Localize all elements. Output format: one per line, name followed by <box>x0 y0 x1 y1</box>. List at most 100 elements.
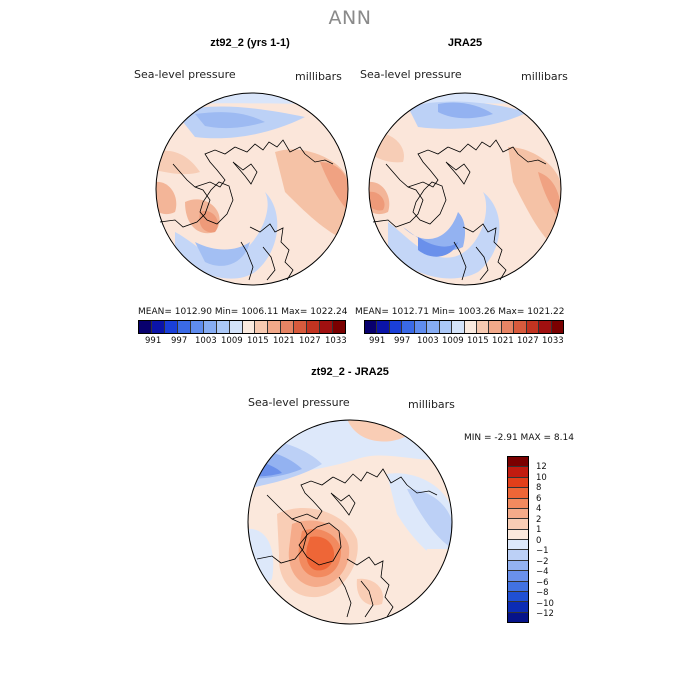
colorbar-swatch <box>229 321 243 333</box>
colorbar-swatch <box>242 321 256 333</box>
colorbar-swatch <box>508 529 528 540</box>
colorbar-swatch <box>508 488 528 499</box>
colorbar-tick: −4 <box>536 567 549 577</box>
colorbar-tick: 0 <box>536 536 542 546</box>
panel-2-colorbar-ticks: 991 997 1003 1009 1015 1021 1027 1033 <box>364 336 564 348</box>
colorbar-swatch <box>514 321 527 333</box>
colorbar-swatch <box>508 457 528 468</box>
colorbar-tick: 1003 <box>417 336 439 346</box>
colorbar-swatch <box>508 508 528 520</box>
colorbar-swatch <box>508 581 528 592</box>
colorbar-tick: 1015 <box>247 336 269 346</box>
panel-1-title: zt92_2 (yrs 1-1) <box>210 37 290 49</box>
colorbar-tick: 1027 <box>517 336 539 346</box>
panel-1-units-label: millibars <box>295 70 342 83</box>
colorbar-swatch <box>539 321 552 333</box>
colorbar-tick: −6 <box>536 578 549 588</box>
panel-1-field-label: Sea-level pressure <box>134 68 236 81</box>
panel-1-colorbar-ticks: 991 997 1003 1009 1015 1021 1027 1033 <box>138 336 347 348</box>
colorbar-tick: 1 <box>536 525 542 535</box>
colorbar-swatch <box>427 321 440 333</box>
panel-3-field-label: Sea-level pressure <box>248 396 350 409</box>
colorbar-swatch <box>476 321 490 333</box>
colorbar-tick: −12 <box>536 609 554 619</box>
colorbar-tick: 1015 <box>467 336 489 346</box>
colorbar-swatch <box>377 321 390 333</box>
colorbar-swatch <box>320 321 334 333</box>
colorbar-tick: 1027 <box>299 336 321 346</box>
panel-2-title: JRA25 <box>447 37 483 49</box>
colorbar-tick: 12 <box>536 462 547 472</box>
colorbar-swatch <box>452 321 465 333</box>
colorbar-tick: 1009 <box>221 336 243 346</box>
colorbar-tick: 8 <box>536 483 542 493</box>
colorbar-swatch <box>508 540 528 551</box>
colorbar-swatch <box>177 321 191 333</box>
colorbar-swatch <box>508 519 528 530</box>
colorbar-swatch <box>501 321 515 333</box>
colorbar-swatch <box>489 321 502 333</box>
colorbar-swatch <box>389 321 403 333</box>
colorbar-tick: −10 <box>536 599 554 609</box>
colorbar-tick: −8 <box>536 588 549 598</box>
colorbar-swatch <box>508 477 528 489</box>
colorbar-swatch <box>508 602 528 613</box>
colorbar-swatch <box>203 321 217 333</box>
colorbar-swatch <box>281 321 295 333</box>
colorbar-swatch <box>268 321 282 333</box>
colorbar-swatch <box>190 321 204 333</box>
colorbar-tick: 997 <box>171 336 188 346</box>
colorbar-swatch <box>294 321 308 333</box>
colorbar-swatch <box>508 498 528 509</box>
colorbar-swatch <box>508 591 528 603</box>
colorbar-swatch <box>526 321 540 333</box>
colorbar-swatch <box>508 612 528 622</box>
panel-2-field-label: Sea-level pressure <box>360 68 462 81</box>
panel-1-polar-map <box>155 92 349 286</box>
colorbar-tick: 991 <box>369 336 386 346</box>
panel-3-colorbar <box>507 456 529 623</box>
colorbar-tick: 6 <box>536 494 542 504</box>
colorbar-tick: 1033 <box>542 336 564 346</box>
colorbar-tick: 991 <box>145 336 162 346</box>
panel-3-title: zt92_2 - JRA25 <box>311 366 389 378</box>
colorbar-swatch <box>307 321 321 333</box>
colorbar-tick: −2 <box>536 557 549 567</box>
colorbar-swatch <box>439 321 453 333</box>
colorbar-swatch <box>508 467 528 478</box>
panel-2-colorbar <box>364 320 564 334</box>
colorbar-swatch <box>414 321 428 333</box>
colorbar-tick: 1021 <box>492 336 514 346</box>
colorbar-swatch <box>216 321 230 333</box>
colorbar-swatch <box>139 321 152 333</box>
colorbar-tick: 4 <box>536 504 542 514</box>
colorbar-tick: 2 <box>536 515 542 525</box>
colorbar-tick: 1003 <box>195 336 217 346</box>
panel-3-units-label: millibars <box>408 398 455 411</box>
colorbar-tick: 1009 <box>442 336 464 346</box>
colorbar-swatch <box>164 321 178 333</box>
colorbar-swatch <box>402 321 415 333</box>
panel-3-stats: MIN = -2.91 MAX = 8.14 <box>464 433 574 443</box>
colorbar-tick: 997 <box>394 336 411 346</box>
colorbar-tick: 1033 <box>325 336 347 346</box>
panel-2-units-label: millibars <box>521 70 568 83</box>
colorbar-tick: −1 <box>536 546 549 556</box>
colorbar-swatch <box>551 321 563 333</box>
colorbar-tick: 1021 <box>273 336 295 346</box>
colorbar-swatch <box>365 321 378 333</box>
colorbar-tick: 10 <box>536 473 547 483</box>
figure-title: ANN <box>328 7 372 29</box>
colorbar-swatch <box>508 560 528 572</box>
colorbar-swatch <box>508 550 528 561</box>
colorbar-swatch <box>464 321 477 333</box>
panel-2-polar-map <box>368 92 562 286</box>
colorbar-swatch <box>333 321 345 333</box>
colorbar-swatch <box>151 321 165 333</box>
colorbar-swatch <box>508 571 528 582</box>
panel-1-colorbar <box>138 320 346 334</box>
panel-3-polar-map <box>247 419 453 625</box>
colorbar-swatch <box>255 321 269 333</box>
panel-1-stats: MEAN= 1012.90 Min= 1006.11 Max= 1022.24 <box>138 307 348 317</box>
panel-2-stats: MEAN= 1012.71 Min= 1003.26 Max= 1021.22 <box>355 307 565 317</box>
